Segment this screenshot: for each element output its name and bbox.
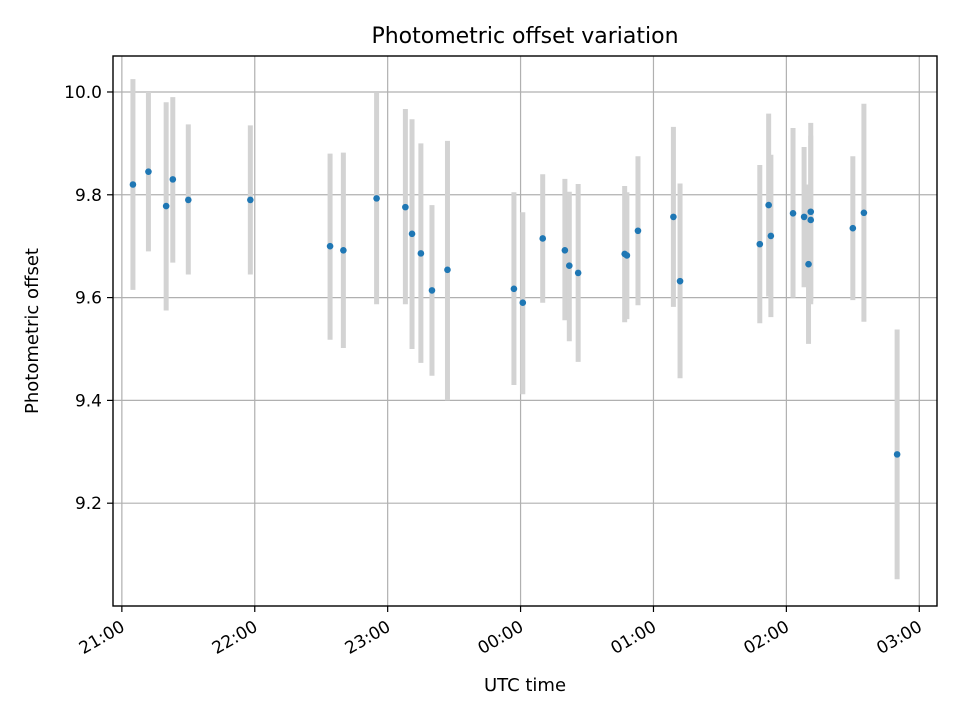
x-tick-label: 21:00 xyxy=(76,617,128,659)
data-point xyxy=(800,213,808,221)
data-point xyxy=(893,451,901,458)
y-tick-label: 9.4 xyxy=(75,391,102,411)
data-point xyxy=(789,209,797,217)
data-point xyxy=(756,240,764,248)
x-tick-label: 03:00 xyxy=(873,617,925,659)
data-point xyxy=(408,230,416,238)
data-point xyxy=(340,246,347,254)
data-point xyxy=(807,216,815,224)
data-point xyxy=(169,176,177,183)
data-point xyxy=(849,224,857,232)
x-tick-label: 01:00 xyxy=(608,617,660,659)
data-point xyxy=(402,203,409,211)
y-tick-label: 9.2 xyxy=(75,494,102,514)
data-point xyxy=(634,227,642,235)
data-point xyxy=(519,299,527,307)
x-tick-label: 23:00 xyxy=(342,617,394,659)
data-point xyxy=(510,285,518,293)
chart-title: Photometric offset variation xyxy=(371,24,678,49)
y-tick-label: 10.0 xyxy=(64,83,102,103)
data-point xyxy=(566,262,573,270)
data-point xyxy=(162,202,170,210)
data-point xyxy=(767,232,775,240)
data-point xyxy=(807,208,815,216)
data-point xyxy=(326,242,334,250)
axis-ticks: 21:00 22:00 23:00 00:00 01:00 02:00 03:00 9.2 9.… xyxy=(64,83,926,659)
data-point xyxy=(185,196,192,204)
data-point xyxy=(373,195,380,202)
data-points xyxy=(129,168,901,458)
y-axis-label: Photometric offset xyxy=(22,248,43,414)
data-point xyxy=(129,181,137,188)
data-point xyxy=(145,168,152,175)
data-point xyxy=(444,266,451,274)
y-tick-label: 9.6 xyxy=(75,289,102,309)
data-point xyxy=(676,277,684,285)
x-tick-label: 22:00 xyxy=(209,617,261,659)
data-point xyxy=(417,250,425,257)
data-point xyxy=(670,213,677,221)
data-point xyxy=(561,246,569,254)
x-tick-label: 00:00 xyxy=(475,617,527,659)
data-point xyxy=(623,252,631,259)
error-bars xyxy=(130,79,900,580)
data-point xyxy=(574,269,582,277)
x-axis-label: UTC time xyxy=(484,675,566,696)
data-point xyxy=(247,196,254,204)
data-point xyxy=(539,235,547,242)
data-point xyxy=(860,209,868,217)
data-point xyxy=(428,287,436,294)
data-point xyxy=(765,201,772,209)
x-tick-label: 02:00 xyxy=(740,617,792,659)
data-point xyxy=(805,260,812,268)
plot-frame xyxy=(112,55,938,607)
y-tick-label: 9.8 xyxy=(75,186,102,206)
